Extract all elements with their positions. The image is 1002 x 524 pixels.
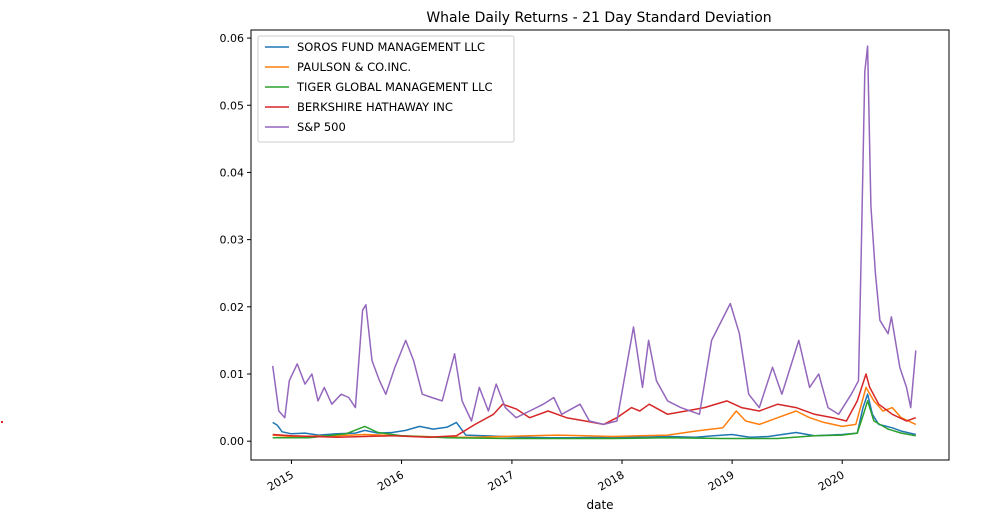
- x-tick-label: 2017: [486, 468, 517, 493]
- y-tick-label: 0.06: [220, 32, 245, 45]
- legend-label-0: SOROS FUND MANAGEMENT LLC: [297, 40, 485, 54]
- series-line-4: [271, 45, 917, 426]
- y-tick-label: 0.02: [220, 301, 245, 314]
- x-tick-label: 2020: [816, 468, 847, 493]
- series-line-2: [272, 400, 916, 440]
- legend-box: [257, 35, 515, 143]
- legend: SOROS FUND MANAGEMENT LLC PAULSON & CO.IN…: [257, 35, 515, 143]
- series-line-1: [272, 386, 917, 438]
- legend-label-1: PAULSON & CO.INC.: [297, 60, 411, 74]
- y-tick-label: 0.05: [220, 99, 245, 112]
- stray-mark: [1, 421, 3, 423]
- series-layer: [271, 45, 917, 440]
- plot-frame: [250, 29, 950, 461]
- legend-label-4: S&P 500: [297, 120, 346, 134]
- x-axis-label: date: [586, 498, 613, 512]
- x-tick-label: 2018: [596, 468, 627, 493]
- series-line-3: [272, 373, 917, 438]
- legend-label-2: TIGER GLOBAL MANAGEMENT LLC: [296, 80, 493, 94]
- y-axis: 0.00 0.01 0.02 0.03 0.04 0.05 0.06: [220, 32, 251, 448]
- x-axis: 2015 2016 2017 2018 2019 2020: [265, 460, 847, 494]
- y-tick-label: 0.04: [220, 166, 245, 179]
- y-tick-label: 0.01: [220, 368, 245, 381]
- x-tick-label: 2019: [706, 468, 737, 493]
- y-tick-label: 0.00: [220, 435, 245, 448]
- x-tick-label: 2015: [265, 468, 296, 493]
- series-line-0: [272, 393, 916, 439]
- x-tick-label: 2016: [375, 468, 406, 493]
- legend-label-3: BERKSHIRE HATHAWAY INC: [297, 100, 453, 114]
- chart-title: Whale Daily Returns - 21 Day Standard De…: [426, 10, 771, 26]
- y-tick-label: 0.03: [220, 234, 245, 247]
